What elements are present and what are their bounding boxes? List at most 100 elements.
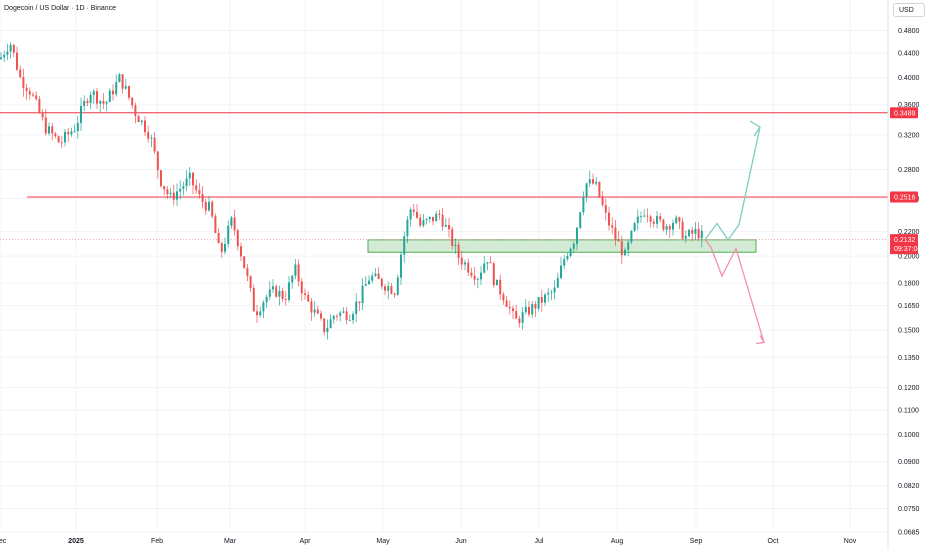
grid-lines — [0, 0, 888, 533]
candle-body — [60, 142, 63, 144]
candle-body — [684, 236, 687, 239]
candle-body — [656, 216, 658, 224]
candle-body — [240, 246, 242, 257]
candle-body — [518, 318, 521, 323]
candle-body — [454, 244, 457, 246]
candle-body — [272, 286, 274, 290]
candle-body — [371, 275, 374, 281]
price-axis[interactable]: 0.48000.44000.40000.36000.32000.28000.25… — [898, 28, 920, 536]
candle-body — [374, 273, 377, 276]
candle-body — [611, 225, 614, 228]
candle-body — [9, 44, 12, 52]
candle-body — [630, 230, 633, 243]
candle-body — [403, 236, 406, 255]
candle-body — [396, 277, 399, 295]
candle-body — [108, 90, 111, 103]
candle-body — [412, 209, 415, 212]
support-zone — [367, 239, 757, 253]
candle-body — [92, 91, 95, 96]
candle-body — [249, 276, 252, 289]
candle-body — [659, 216, 662, 220]
candle-body — [524, 306, 527, 313]
candle-body — [393, 293, 396, 295]
candle-body — [441, 214, 444, 227]
candle-body — [310, 301, 313, 313]
candle-body — [400, 254, 402, 278]
candle-body — [569, 248, 572, 257]
candle-body — [649, 216, 652, 222]
candle-body — [406, 219, 409, 237]
candle-body — [332, 315, 335, 320]
candle-body — [668, 226, 671, 230]
candle-body — [131, 97, 134, 106]
candle-body — [342, 311, 345, 313]
candle-body — [409, 209, 412, 220]
candle-body — [556, 277, 559, 288]
candle-body — [147, 132, 150, 139]
candle-body — [28, 91, 31, 95]
candle-body — [57, 136, 60, 143]
candle-body — [211, 201, 214, 217]
candle-body — [540, 297, 543, 303]
candle-body — [99, 100, 102, 104]
candle-body — [179, 188, 182, 192]
candle-body — [364, 284, 367, 286]
time-tick-label: May — [376, 538, 390, 545]
candle-body — [416, 211, 418, 218]
candle-body — [435, 213, 438, 222]
price-labels: 0.3489 0.2516 0.2132 09:37:08 — [890, 107, 921, 255]
candle-body — [163, 186, 166, 190]
candle-body — [355, 301, 358, 315]
support-zone-layer — [367, 239, 757, 253]
currency-button[interactable]: USD — [893, 3, 925, 17]
candle-body — [134, 105, 137, 117]
candle-body — [214, 216, 217, 234]
candle-body — [201, 194, 204, 203]
price-tick-label: 0.2200 — [898, 229, 920, 236]
candle-body — [284, 299, 287, 300]
candle-body — [512, 308, 514, 312]
candle-body — [307, 294, 310, 302]
candle-body — [188, 172, 191, 179]
candle-body — [153, 137, 156, 152]
candle-body — [380, 278, 383, 287]
price-tick-label: 0.3200 — [898, 133, 920, 140]
time-axis[interactable]: Dec 2025 Feb Mar Apr May Jun Jul Aug Sep Oct Nov — [0, 538, 857, 545]
candle-body — [268, 289, 271, 297]
candle-body — [640, 216, 642, 217]
price-label-text: 0.2132 — [894, 237, 916, 244]
candle-body — [54, 133, 57, 137]
candle-body — [460, 257, 463, 265]
candle-body — [3, 54, 6, 58]
candle-body — [448, 224, 450, 230]
candle-body — [208, 201, 210, 211]
candle-body — [25, 87, 28, 92]
time-tick-label: Nov — [844, 538, 857, 545]
time-tick-label: Jun — [455, 538, 466, 545]
candle-body — [358, 301, 361, 304]
candle-body — [678, 217, 681, 222]
candle-body — [102, 100, 105, 104]
candle-body — [6, 51, 9, 55]
horizontal-levels[interactable] — [0, 112, 888, 241]
candle-body — [598, 181, 601, 197]
price-label-text: 0.3489 — [894, 110, 916, 117]
candle-body — [44, 117, 47, 134]
candle-body — [691, 230, 694, 234]
price-tick-label: 0.1200 — [898, 385, 920, 392]
candle-body — [105, 102, 108, 104]
candle-body — [192, 172, 194, 186]
candle-body — [0, 57, 2, 59]
time-tick-label: Dec — [0, 538, 7, 545]
price-label-bg — [890, 191, 918, 203]
candle-body — [486, 262, 489, 264]
candle-body — [124, 86, 127, 89]
price-tick-label: 0.0750 — [898, 506, 920, 513]
time-tick-label: 2025 — [68, 538, 84, 545]
candlesticks — [0, 42, 703, 340]
candle-body — [582, 196, 585, 213]
candle-body — [243, 256, 246, 269]
candle-body — [643, 215, 646, 217]
candle-body — [300, 281, 303, 294]
